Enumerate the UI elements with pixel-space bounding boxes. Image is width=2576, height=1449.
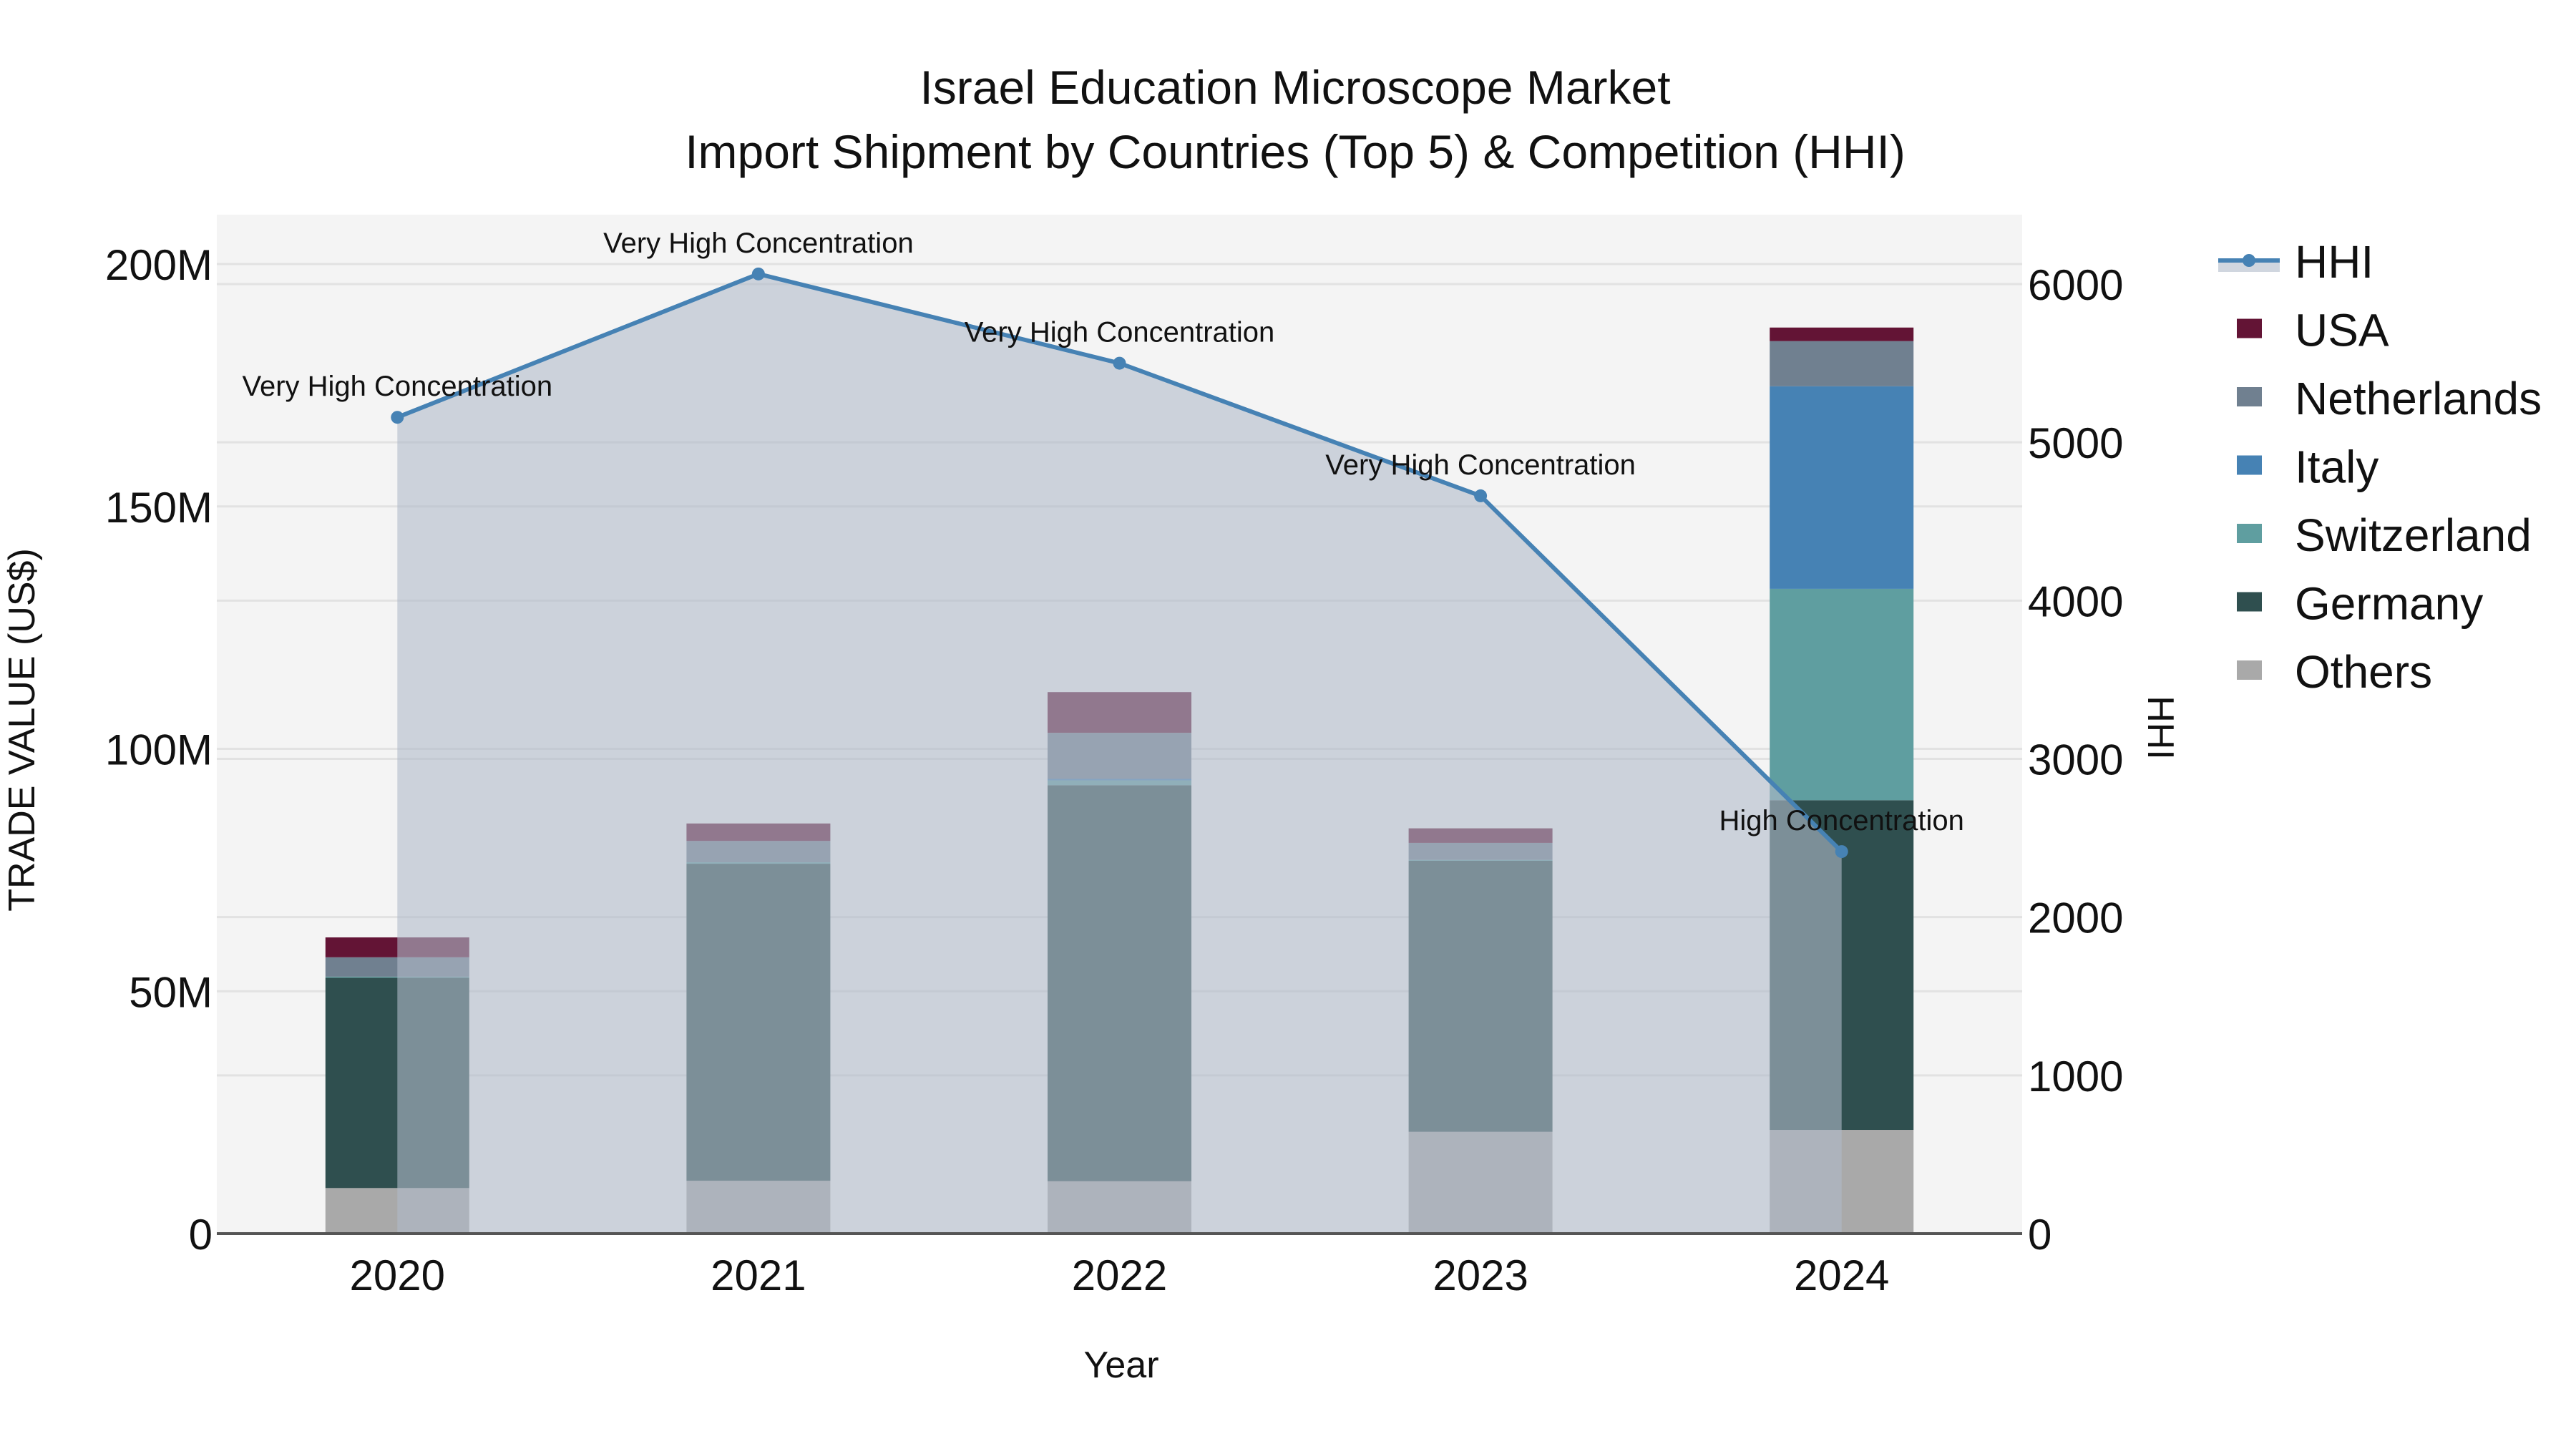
y-tick-label: 0	[189, 1211, 213, 1259]
legend-item-usa[interactable]: USA	[2237, 305, 2389, 356]
chart-subtitle: Import Shipment by Countries (Top 5) & C…	[685, 125, 1906, 178]
hhi-annotations: Very High Concentration Very High Concent…	[243, 228, 1964, 836]
legend-swatch-icon	[2237, 318, 2262, 338]
legend-label: Italy	[2295, 441, 2379, 493]
bar-segment-switzerland[interactable]	[1770, 588, 1914, 801]
hhi-annotation: Very High Concentration	[243, 371, 553, 402]
hhi-annotation: Very High Concentration	[1325, 449, 1636, 481]
y2-tick-label: 0	[2028, 1211, 2051, 1259]
hhi-line	[391, 267, 1848, 859]
hhi-point-marker[interactable]	[1835, 845, 1848, 859]
hhi-annotation: High Concentration	[1719, 805, 1963, 836]
y2-tick-label: 5000	[2028, 419, 2123, 467]
legend: HHI USA Netherlands Italy Switzerland Germany…	[2218, 236, 2542, 698]
legend-label: HHI	[2295, 236, 2373, 288]
legend-item-others[interactable]: Others	[2237, 646, 2432, 698]
legend-item-hhi[interactable]: HHI	[2218, 236, 2373, 288]
hhi-point-marker[interactable]	[1113, 356, 1126, 370]
y-tick-label: 150M	[105, 484, 213, 532]
bar-segment-italy[interactable]	[1770, 386, 1914, 589]
y-axis-ticks: 0 50M 100M 150M 200M	[105, 241, 213, 1259]
y2-tick-label: 4000	[2028, 577, 2123, 625]
hhi-point-marker[interactable]	[1474, 489, 1488, 502]
legend-item-italy[interactable]: Italy	[2237, 441, 2379, 493]
legend-label: USA	[2295, 305, 2389, 356]
y2-tick-label: 2000	[2028, 894, 2123, 942]
legend-label: Netherlands	[2295, 373, 2542, 424]
bar-segment-netherlands[interactable]	[1770, 341, 1914, 386]
y-tick-label: 100M	[105, 726, 213, 774]
legend-swatch-icon	[2237, 387, 2262, 406]
hhi-annotation: Very High Concentration	[965, 317, 1275, 348]
chart-title: Israel Education Microscope Market	[919, 61, 1670, 114]
hhi-area-fill	[397, 273, 1842, 1234]
y-axis-title: TRADE VALUE (US$)	[1, 548, 43, 912]
x-tick-label: 2022	[1072, 1252, 1167, 1299]
x-axis-ticks: 2020 2021 2022 2023 2024	[350, 1252, 1890, 1299]
hhi-point-marker[interactable]	[391, 411, 404, 424]
x-axis-title: Year	[1083, 1345, 1158, 1386]
legend-swatch-icon	[2237, 660, 2262, 680]
y2-tick-label: 6000	[2028, 261, 2123, 309]
y2-tick-label: 1000	[2028, 1053, 2123, 1101]
hhi-annotation: Very High Concentration	[603, 228, 914, 259]
legend-marker-icon	[2243, 254, 2255, 267]
x-tick-label: 2021	[711, 1252, 806, 1299]
x-tick-label: 2023	[1433, 1252, 1528, 1299]
legend-label: Others	[2295, 646, 2432, 698]
hhi-area	[397, 273, 1842, 1234]
y2-tick-label: 3000	[2028, 736, 2123, 784]
legend-item-germany[interactable]: Germany	[2237, 578, 2483, 630]
legend-swatch-icon	[2237, 592, 2262, 612]
legend-item-switzerland[interactable]: Switzerland	[2237, 509, 2532, 561]
x-tick-label: 2020	[350, 1252, 445, 1299]
y-tick-label: 50M	[129, 968, 213, 1016]
legend-swatch-icon	[2237, 455, 2262, 475]
legend-label: Switzerland	[2295, 509, 2532, 561]
hhi-point-marker[interactable]	[751, 267, 765, 280]
y-tick-label: 200M	[105, 241, 213, 289]
y2-axis-ticks: 0 1000 2000 3000 4000 5000 6000	[2028, 261, 2123, 1259]
x-tick-label: 2024	[1794, 1252, 1889, 1299]
legend-swatch-icon	[2237, 524, 2262, 543]
legend-item-netherlands[interactable]: Netherlands	[2237, 373, 2542, 424]
legend-label: Germany	[2295, 578, 2483, 630]
bar-segment-usa[interactable]	[1770, 327, 1914, 341]
y2-axis-title: HHI	[2140, 696, 2181, 760]
